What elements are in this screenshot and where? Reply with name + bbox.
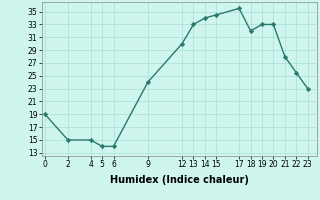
X-axis label: Humidex (Indice chaleur): Humidex (Indice chaleur) bbox=[110, 175, 249, 185]
